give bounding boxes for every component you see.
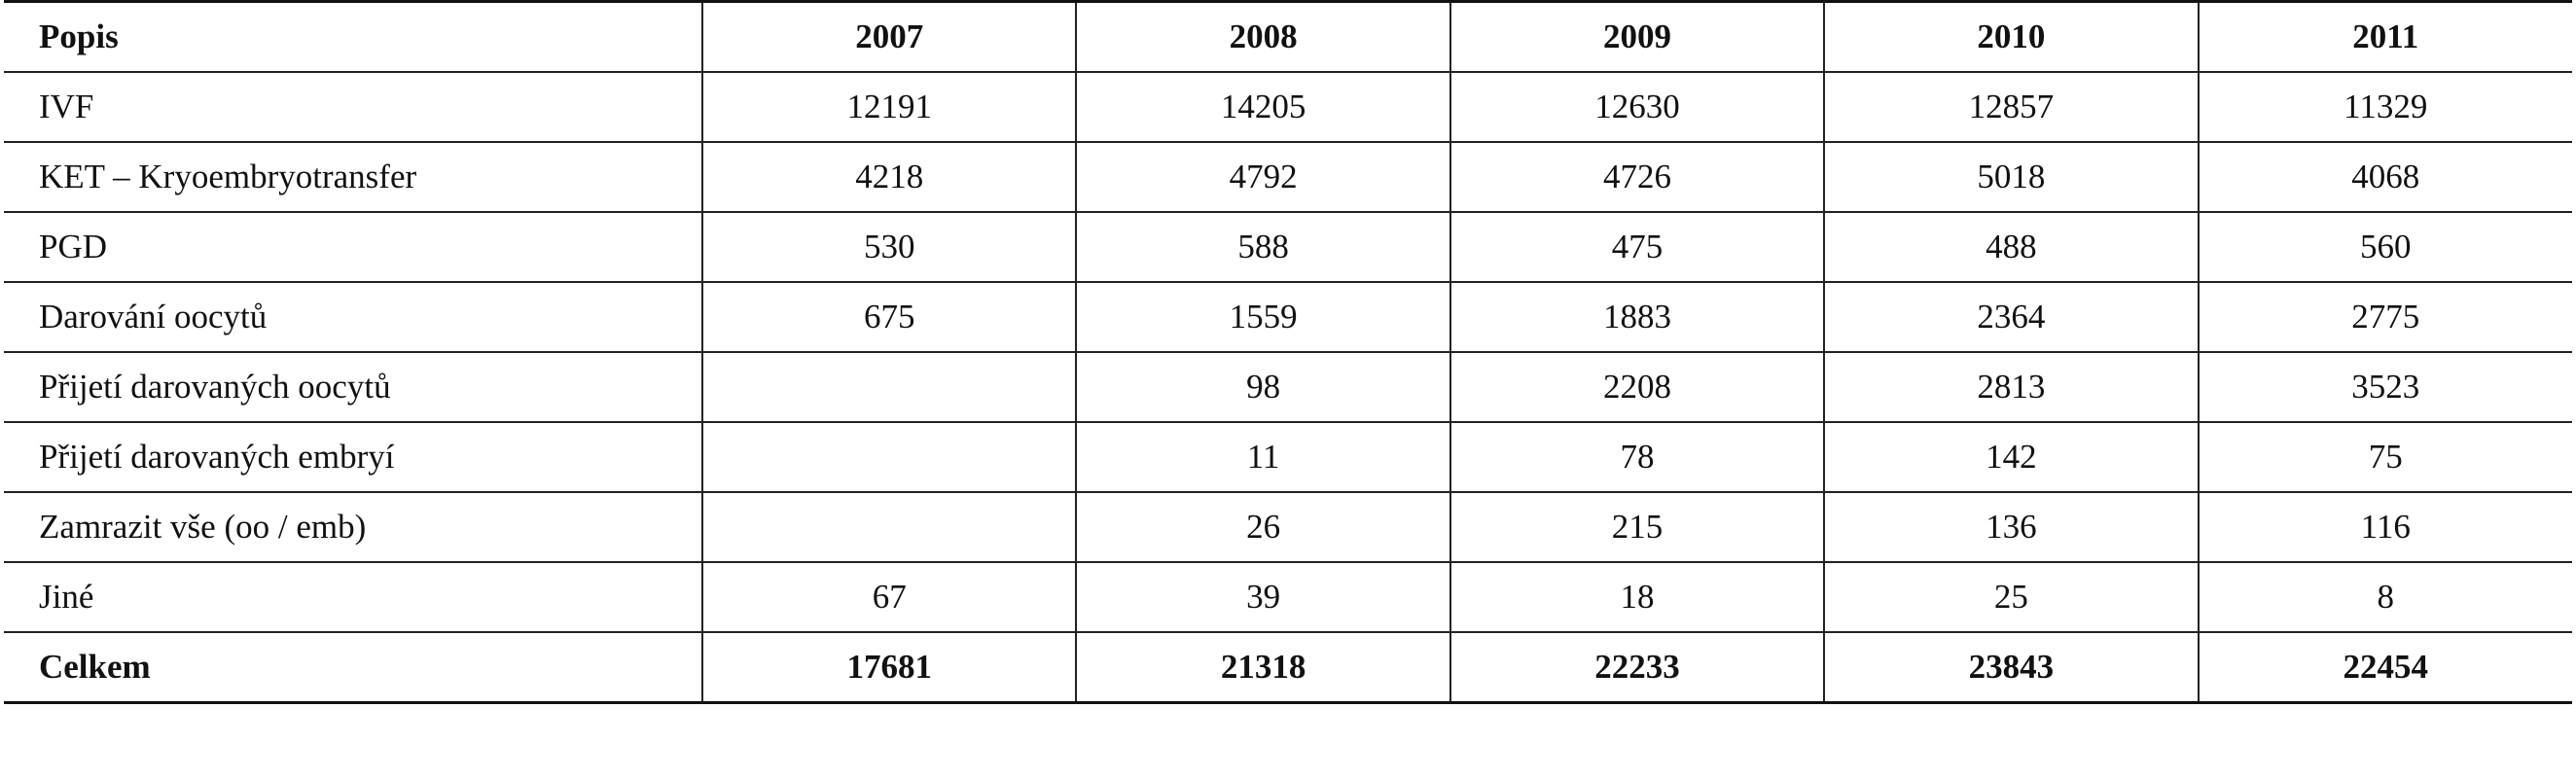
cell: 8 [2197,561,2572,633]
cell: 12857 [1823,71,2199,143]
table-row: PGD 530 588 475 488 560 [4,211,2572,283]
cell: 2208 [1449,351,1825,423]
row-label: Přijetí darovaných embryí [4,421,702,493]
cell: 98 [1075,351,1450,423]
cell: 25 [1823,561,2199,633]
row-label: KET – Kryoembryotransfer [4,141,702,213]
table-row: Jiné 67 39 18 25 8 [4,561,2572,633]
cell: 12191 [700,71,1077,143]
cell: 2008 [1075,0,1450,73]
row-label: Darování oocytů [4,281,702,353]
cell: 675 [700,281,1077,353]
row-label: Jiné [4,561,702,633]
cell: 12630 [1449,71,1825,143]
cell: 11329 [2197,71,2572,143]
row-label: PGD [4,211,702,283]
cell: 4792 [1075,141,1450,213]
cell: 588 [1075,211,1450,283]
cell: 14205 [1075,71,1450,143]
cell: 530 [700,211,1077,283]
table-row: Zamrazit vše (oo / emb) 26 215 136 116 [4,491,2572,563]
cell: 2009 [1449,0,1825,73]
cell: 21318 [1075,631,1450,704]
cell: 75 [2197,421,2572,493]
cell: 142 [1823,421,2199,493]
cell: 26 [1075,491,1450,563]
table-row: Přijetí darovaných oocytů 98 2208 2813 3523 [4,351,2572,423]
cell: 475 [1449,211,1825,283]
cell: 2010 [1823,0,2199,73]
cell: 4218 [700,141,1077,213]
table-row: Přijetí darovaných embryí 11 78 142 75 [4,421,2572,493]
cell: 3523 [2197,351,2572,423]
cell: 22454 [2197,631,2572,704]
cell: 1883 [1449,281,1825,353]
cell: 17681 [700,631,1077,704]
cell: 4726 [1449,141,1825,213]
table-row: IVF 12191 14205 12630 12857 11329 [4,71,2572,143]
cell: 22233 [1449,631,1825,704]
table-row: KET – Kryoembryotransfer 4218 4792 4726 5018… [4,141,2572,213]
row-label: Zamrazit vše (oo / emb) [4,491,702,563]
total-row: Celkem 17681 21318 22233 23843 22454 [4,631,2572,704]
row-label: IVF [4,71,702,143]
cell: 67 [700,561,1077,633]
cell: 2364 [1823,281,2199,353]
cell [700,421,1077,493]
cell: 1559 [1075,281,1450,353]
row-label: Popis [4,0,702,73]
cell: 2007 [700,0,1077,73]
data-table: Popis 2007 2008 2009 2010 2011 IVF 12191 14205 12… [4,0,2572,704]
cell: 2775 [2197,281,2572,353]
cell: 78 [1449,421,1825,493]
cell: 5018 [1823,141,2199,213]
cell: 2011 [2197,0,2572,73]
cell: 116 [2197,491,2572,563]
cell: 215 [1449,491,1825,563]
cell: 2813 [1823,351,2199,423]
cell: 136 [1823,491,2199,563]
cell: 18 [1449,561,1825,633]
cell: 23843 [1823,631,2199,704]
table-row: Darování oocytů 675 1559 1883 2364 2775 [4,281,2572,353]
cell: 488 [1823,211,2199,283]
cell: 11 [1075,421,1450,493]
header-row: Popis 2007 2008 2009 2010 2011 [4,0,2572,73]
cell [700,351,1077,423]
cell: 39 [1075,561,1450,633]
cell [700,491,1077,563]
cell: 4068 [2197,141,2572,213]
row-label: Přijetí darovaných oocytů [4,351,702,423]
cell: 560 [2197,211,2572,283]
row-label: Celkem [4,631,702,704]
